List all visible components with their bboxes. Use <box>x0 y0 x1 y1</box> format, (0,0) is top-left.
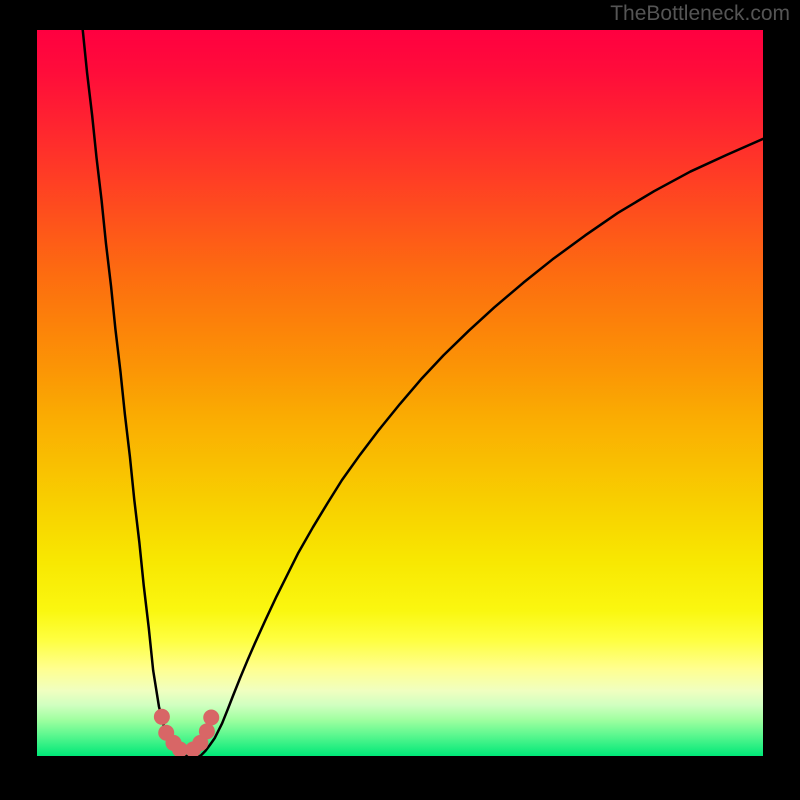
chart-container: TheBottleneck.com <box>0 0 800 800</box>
curve-marker <box>203 710 219 726</box>
bottleneck-chart-svg <box>37 30 763 756</box>
watermark-text: TheBottleneck.com <box>610 2 790 26</box>
curve-marker <box>154 709 170 725</box>
plot-area <box>37 30 763 756</box>
chart-background <box>37 30 763 756</box>
curve-marker <box>199 723 215 739</box>
